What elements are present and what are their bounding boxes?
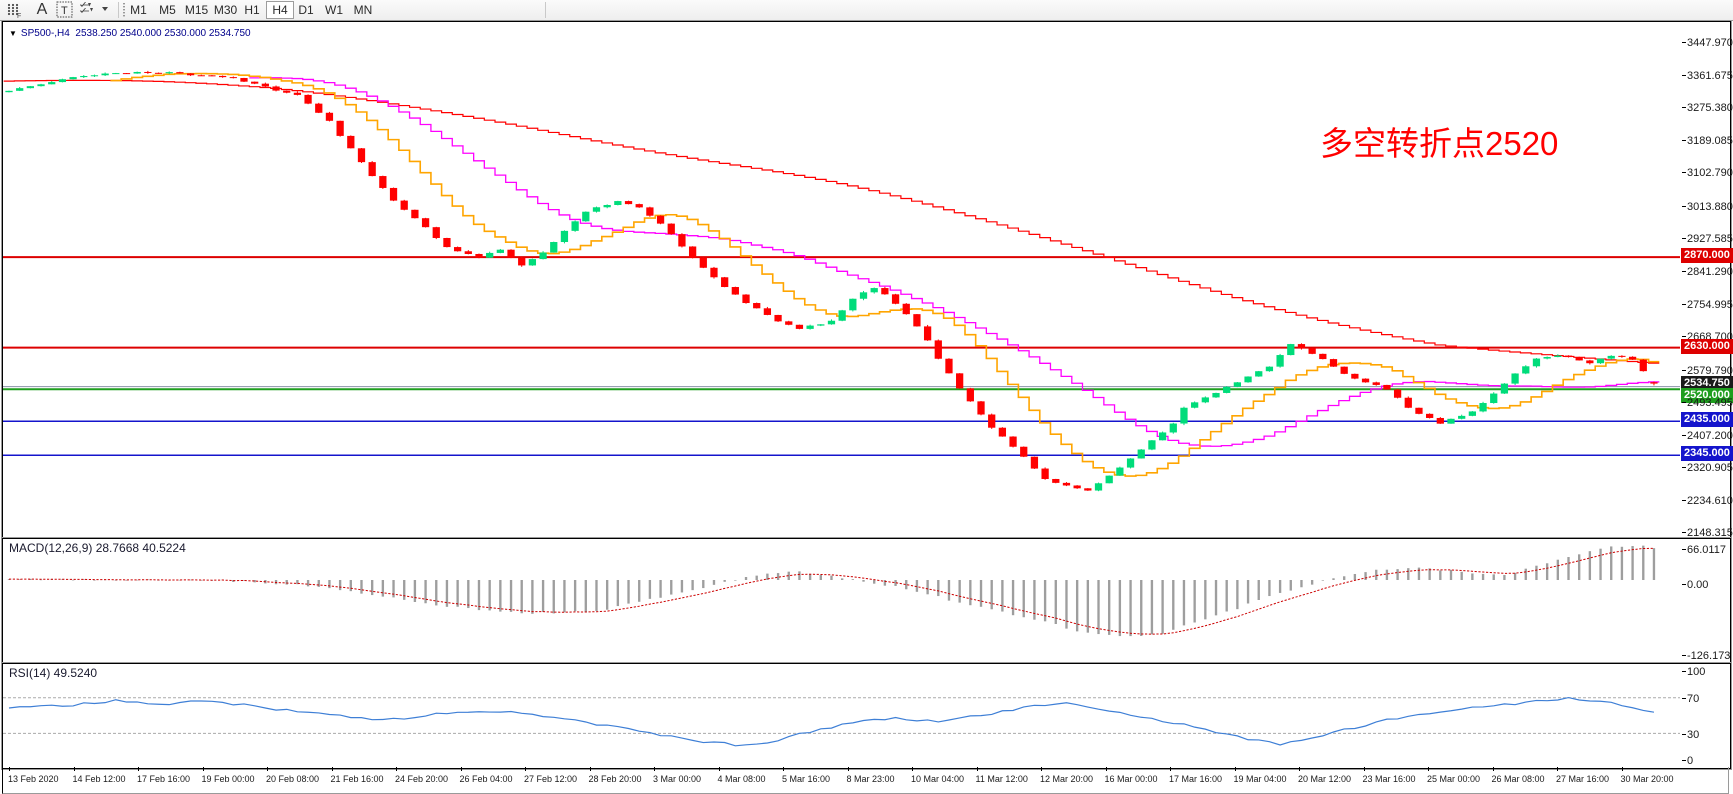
svg-text:F: F: [17, 13, 21, 19]
svg-text:T: T: [61, 5, 68, 17]
